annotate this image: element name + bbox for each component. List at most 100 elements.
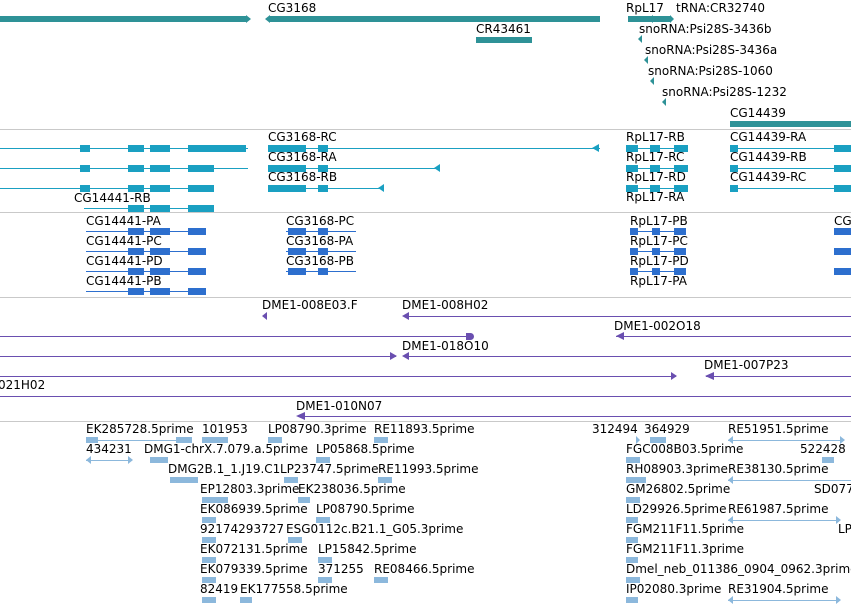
est-track: EK285728.5prime 101953 LP08790.3prime RE… [0,422,851,605]
clone-label-008h02[interactable]: DME1-008H02 [402,298,489,312]
est-label[interactable]: RE51951.5prime [728,422,829,436]
clone-label-002o18[interactable]: DME1-002O18 [614,319,701,333]
est-label[interactable]: LP [838,522,851,536]
clone-label-018o10[interactable]: DME1-018O10 [402,339,489,353]
est-block [316,517,330,523]
transcript-label-rpl17-rd[interactable]: RpL17-RD [626,170,686,184]
gene-label-sno1[interactable]: snoRNA:Psi28S-3436b [639,22,772,36]
gene-label-sno4[interactable]: snoRNA:Psi28S-1232 [662,85,787,99]
transcript-label-cg14439-rc[interactable]: CG14439-RC [730,170,807,184]
protein-label-cg3168-pc[interactable]: CG3168-PC [286,214,355,228]
est-label[interactable]: RE08466.5prime [374,562,475,576]
transcript-label-cg3168-ra[interactable]: CG3168-RA [268,150,337,164]
protein-label-rpl17-pc[interactable]: RpL17-PC [630,234,688,248]
est-label[interactable]: 522428 [800,442,846,456]
transcript-line [0,168,248,169]
clone-label-010n07[interactable]: DME1-010N07 [296,399,383,413]
est-label[interactable]: EP12803.3prime [200,482,300,496]
est-label[interactable]: 312494 [592,422,638,436]
transcript-label-cg14439-ra[interactable]: CG14439-RA [730,130,807,144]
est-label[interactable]: LP15842.5prime [318,542,417,556]
gene-label-trna[interactable]: tRNA:CR32740 [676,1,765,15]
est-label[interactable]: RE11893.5prime [374,422,475,436]
transcript-label-rpl17-ra[interactable]: RpL17-RA [626,190,685,204]
gene-bar-cg3168[interactable] [270,16,600,22]
est-label[interactable]: 364929 [644,422,690,436]
clone-label-007p23[interactable]: DME1-007P23 [704,358,789,372]
cds-block [630,228,638,235]
est-block [626,457,640,463]
est-label[interactable]: FGC008B03.5prime [626,442,744,456]
est-label[interactable]: 82419 [200,582,239,596]
transcript-label-cg3168-rc[interactable]: CG3168-RC [268,130,337,144]
est-label[interactable]: GM26802.5prime [626,482,731,496]
clone-line [0,396,851,397]
est-label[interactable]: RE38130.5prime [728,462,829,476]
transcript-label-cg14441-rb[interactable]: CG14441-RB [74,191,151,205]
est-label[interactable]: 434231 [86,442,132,456]
cds-line [86,251,206,252]
protein-label-rpl17-pb[interactable]: RpL17-PB [630,214,688,228]
est-label[interactable]: EK177558.5prime [240,582,348,596]
transcript-label-cg3168-rb[interactable]: CG3168-RB [268,170,338,184]
gene-bar-cg14439[interactable] [730,121,851,127]
est-label[interactable]: RE11993.5prime [378,462,479,476]
est-label[interactable]: RE61987.5prime [728,502,829,516]
est-label[interactable]: LP08790.3prime [268,422,367,436]
est-label[interactable]: EK079339.5prime [200,562,308,576]
gene-bar-left[interactable] [0,16,246,22]
est-label[interactable]: 101953 [202,422,248,436]
gene-label-sno3[interactable]: snoRNA:Psi28S-1060 [648,64,773,78]
est-arrow [728,516,733,524]
est-label[interactable]: EK285728.5prime [86,422,194,436]
gene-label-cr43461[interactable]: CR43461 [476,22,531,36]
est-label[interactable]: LP23747.5prime [280,462,379,476]
est-label[interactable]: IP02080.3prime [626,582,722,596]
est-label[interactable]: FGM211F11.5prime [626,522,745,536]
gene-label-cg14439[interactable]: CG14439 [730,106,786,120]
cds-block [318,228,328,235]
est-label[interactable]: LD29926.5prime [626,502,727,516]
est-label[interactable]: 92174293727 [200,522,284,536]
est-label[interactable]: EK238036.5prime [298,482,406,496]
transcript-label-rpl17-rc[interactable]: RpL17-RC [626,150,685,164]
exon [188,205,214,212]
est-label[interactable]: EK072131.5prime [200,542,308,556]
gene-label-rpl17[interactable]: RpL17 [626,1,664,15]
est-arrow [86,456,91,464]
est-label[interactable]: LP05868.5prime [316,442,415,456]
protein-label-cg14441-pb[interactable]: CG14441-PB [86,274,162,288]
protein-label-cg14441-pc[interactable]: CG14441-PC [86,234,162,248]
track-separator [0,129,851,130]
clone-line [616,336,851,337]
est-block [150,457,168,463]
est-label[interactable]: EK086939.5prime [200,502,308,516]
clone-label-021h02[interactable]: 021H02 [0,378,46,392]
est-label[interactable]: FGM211F11.3prime [626,542,745,556]
est-block [626,497,640,503]
gene-bar-cr43461[interactable] [476,37,532,43]
protein-label-cg14441-pa[interactable]: CG14441-PA [86,214,161,228]
est-label[interactable]: Dmel_neb_011386_0904_0962.3prime [626,562,851,576]
protein-label-cg14441-pd[interactable]: CG14441-PD [86,254,163,268]
est-label[interactable]: ESG0112c.B21.1_G05.3prime [286,522,464,536]
gene-label-sno2[interactable]: snoRNA:Psi28S-3436a [645,43,778,57]
est-label[interactable]: 371255 [318,562,364,576]
est-label[interactable]: SD077 [814,482,851,496]
strand-arrow [434,164,440,172]
transcript-label-cg14439-rb[interactable]: CG14439-RB [730,150,807,164]
protein-label-rpl17-pd[interactable]: RpL17-PD [630,254,689,268]
est-label[interactable]: DMG1-chrX.7.079.a.5prime [144,442,308,456]
est-block [268,437,282,443]
est-label[interactable]: DMG2B.1_1.J19.C1 [168,462,281,476]
est-label[interactable]: RE31904.5prime [728,582,829,596]
protein-label-cg3168-pa[interactable]: CG3168-PA [286,234,354,248]
protein-label-rpl17-pa[interactable]: RpL17-PA [630,274,687,288]
clone-label-008e03[interactable]: DME1-008E03.F [262,298,358,312]
transcript-label-rpl17-rb[interactable]: RpL17-RB [626,130,685,144]
est-label[interactable]: LP08790.5prime [316,502,415,516]
est-label[interactable]: RH08903.3prime [626,462,728,476]
gene-label-cg3168[interactable]: CG3168 [268,1,317,15]
protein-label-cg3168-pb[interactable]: CG3168-PB [286,254,355,268]
protein-label-edge[interactable]: CG [834,214,851,228]
